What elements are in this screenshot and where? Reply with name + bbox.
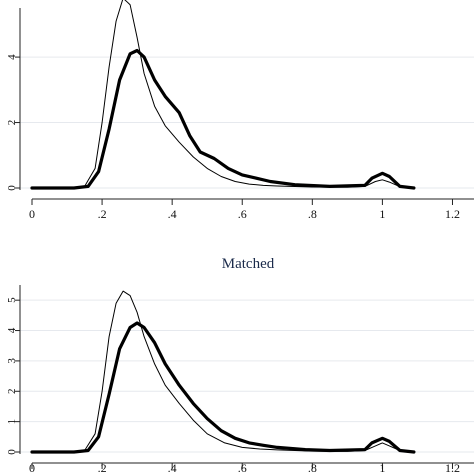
x-tick-label: .6 xyxy=(238,207,247,221)
series-line-thin xyxy=(31,0,415,189)
y-tick-label: 2 xyxy=(6,120,18,126)
y-tick-label: 2 xyxy=(6,389,18,395)
x-tick-label: 1 xyxy=(379,207,385,221)
series-line-thin xyxy=(31,290,415,453)
series-line-thick xyxy=(30,321,416,454)
chart-title: Matched xyxy=(222,256,275,272)
y-tick-label: 3 xyxy=(6,358,18,364)
matched-density-panel: 0 1 2 3 4 5 0 .2 .4 .6 .8 1 1.2 Matched xyxy=(6,256,474,474)
y-tick-label: 0 xyxy=(6,185,18,191)
y-tick-label: 0 xyxy=(6,449,18,455)
x-tick-label: 1 xyxy=(379,461,385,474)
x-tick-label: .8 xyxy=(308,207,317,221)
x-tick-label: .4 xyxy=(168,207,177,221)
x-tick-label: 0 xyxy=(29,461,35,474)
y-tick-label: 1 xyxy=(6,419,18,425)
top-density-panel: 0 2 4 0 .2 .4 .6 .8 1 1.2 xyxy=(6,0,474,221)
x-tick-label: .2 xyxy=(98,461,107,474)
x-tick-label: 0 xyxy=(29,207,35,221)
y-tick-label: 5 xyxy=(6,297,18,303)
series-line-thick xyxy=(30,48,416,190)
y-tick-label: 4 xyxy=(6,327,18,333)
y-tick-label: 4 xyxy=(6,54,18,60)
x-tick-label: .4 xyxy=(168,461,177,474)
x-tick-label: 1.2 xyxy=(445,207,460,221)
x-tick-label: .2 xyxy=(98,207,107,221)
x-tick-label: 1.2 xyxy=(445,461,460,474)
x-tick-label: .6 xyxy=(238,461,247,474)
x-tick-label: .8 xyxy=(308,461,317,474)
